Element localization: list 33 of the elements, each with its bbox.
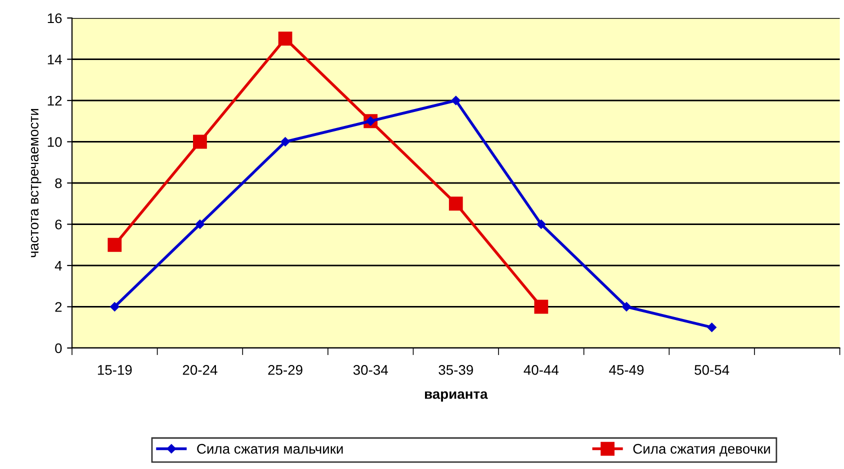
x-tick-label: 15-19 bbox=[98, 365, 132, 375]
x-tick-label: 50-54 bbox=[694, 365, 730, 375]
x-tick-label: 35-39 bbox=[438, 365, 473, 375]
x-tick-label: 45-49 bbox=[609, 365, 644, 375]
y-tick-label: 6 bbox=[55, 220, 62, 230]
y-axis-title: частота встречаемости bbox=[30, 109, 42, 258]
point bbox=[536, 220, 546, 229]
point bbox=[195, 220, 205, 229]
point bbox=[108, 238, 122, 252]
y-tick-label: 16 bbox=[48, 13, 62, 24]
point bbox=[707, 322, 716, 332]
legend-label: Сила сжатия девочки bbox=[633, 444, 770, 456]
point bbox=[110, 302, 120, 312]
point bbox=[193, 134, 207, 149]
y-tick-label: 8 bbox=[55, 178, 62, 188]
x-tick-label: 25-29 bbox=[268, 365, 302, 375]
point bbox=[534, 300, 548, 314]
y-tick-label: 0 bbox=[55, 343, 62, 354]
x-tick-label: 40-44 bbox=[524, 365, 559, 375]
legend-label: Сила сжатия мальчики bbox=[197, 444, 343, 454]
x-tick-label: 30-34 bbox=[353, 365, 388, 375]
y-tick-label: 12 bbox=[48, 96, 62, 106]
y-tick-label: 4 bbox=[54, 260, 62, 271]
point bbox=[278, 32, 292, 46]
y-tick-label: 2 bbox=[55, 302, 62, 312]
point bbox=[622, 302, 632, 312]
x-tick-label: 20-24 bbox=[182, 365, 218, 375]
y-tick-label: 14 bbox=[48, 54, 62, 64]
point bbox=[451, 96, 461, 106]
y-tick-label: 10 bbox=[48, 137, 62, 147]
x-axis-title: варианта bbox=[424, 391, 488, 402]
point bbox=[280, 137, 290, 146]
point bbox=[448, 196, 463, 211]
